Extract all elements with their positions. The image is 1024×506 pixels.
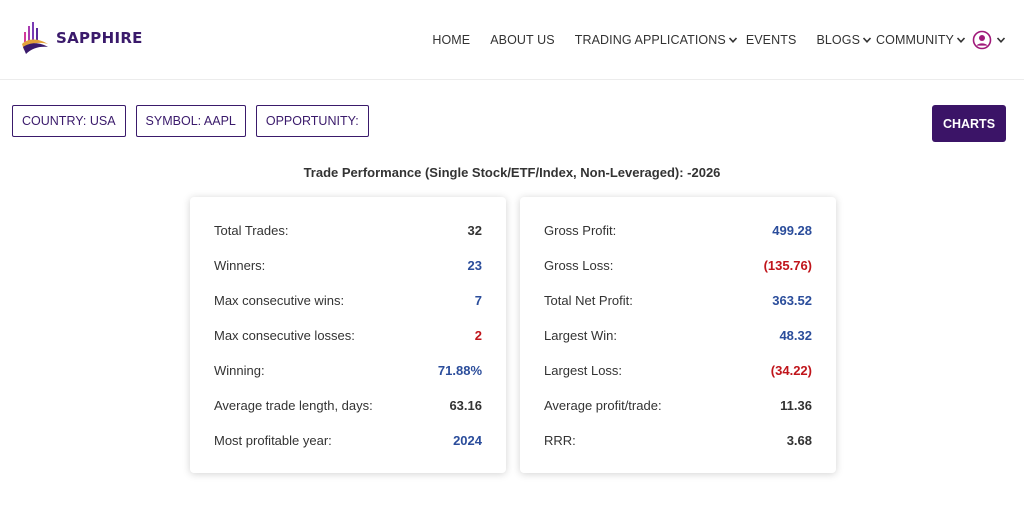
charts-button[interactable]: CHARTS [932,105,1006,142]
stat-value: 32 [467,223,482,238]
stat-label: Winning: [214,363,265,378]
filter-bar: COUNTRY: USA SYMBOL: AAPL OPPORTUNITY: [12,105,369,137]
nav-community[interactable]: COMMUNITY [876,33,966,47]
country-filter-button[interactable]: COUNTRY: USA [12,105,126,137]
stat-label: Max consecutive losses: [214,328,355,343]
stat-value: 2024 [453,433,482,448]
stat-label: Average trade length, days: [214,398,373,413]
stat-value: 11.36 [780,398,812,413]
stat-value: (135.76) [763,258,812,273]
stat-label: Total Trades: [214,223,289,238]
nav-about-us-label: ABOUT US [490,33,555,47]
stat-value: 71.88% [437,363,482,378]
brand-name: SAPPHIRE [56,29,143,47]
page-title: Trade Performance (Single Stock/ETF/Inde… [303,165,721,180]
stat-label: Largest Loss: [544,363,623,378]
stat-row: Winning: 71.88% [214,353,482,388]
stat-value: 7 [474,293,482,308]
user-menu[interactable] [972,30,1006,50]
stat-label: Gross Profit: [544,223,617,238]
stat-row: Gross Loss: (135.76) [544,248,812,283]
main-nav: HOME ABOUT US TRADING APPLICATIONS EVENT… [432,28,1006,52]
nav-events[interactable]: EVENTS [746,33,797,47]
nav-community-label: COMMUNITY [876,33,954,47]
nav-home[interactable]: HOME [432,33,470,47]
brand-logo[interactable]: SAPPHIRE [20,18,143,58]
sapphire-logo-icon [22,22,48,54]
stat-value: 3.68 [786,433,812,448]
chevron-down-icon [862,37,872,43]
stat-label: Average profit/trade: [544,398,662,413]
stat-label: Total Net Profit: [544,293,633,308]
stat-label: RRR: [544,433,576,448]
stat-row: Average trade length, days: 63.16 [214,388,482,423]
nav-blogs-label: BLOGS [816,33,861,47]
stat-label: Max consecutive wins: [214,293,345,308]
chevron-down-icon [956,37,966,43]
stat-row: Average profit/trade: 11.36 [544,388,812,423]
stat-row: Total Net Profit: 363.52 [544,283,812,318]
stat-label: Largest Win: [544,328,617,343]
stat-row: Largest Loss: (34.22) [544,353,812,388]
stat-row: Winners: 23 [214,248,482,283]
site-header: SAPPHIRE HOME ABOUT US TRADING APPLICATI… [0,0,1024,80]
profit-stats-card: Gross Profit: 499.28 Gross Loss: (135.76) To… [520,197,836,473]
stat-value: (34.22) [770,363,812,378]
user-avatar-icon [972,30,992,50]
nav-trading-applications[interactable]: TRADING APPLICATIONS [575,33,738,47]
stat-row: Largest Win: 48.32 [544,318,812,353]
stat-row: Gross Profit: 499.28 [544,213,812,248]
stat-value: 363.52 [772,293,812,308]
stat-label: Winners: [214,258,266,273]
stat-value: 499.28 [772,223,812,238]
stat-value: 63.16 [449,398,482,413]
nav-events-label: EVENTS [745,33,797,47]
stat-row: Max consecutive losses: 2 [214,318,482,353]
chevron-down-icon [996,37,1006,43]
trade-stats-card: Total Trades: 32 Winners: 23 Max consecutive… [190,197,506,473]
stat-value: 2 [474,328,482,343]
nav-blogs[interactable]: BLOGS [816,33,872,47]
chevron-down-icon [728,37,737,43]
stat-row: Most profitable year: 2024 [214,423,482,458]
symbol-filter-button[interactable]: SYMBOL: AAPL [135,105,246,137]
stat-row: Total Trades: 32 [214,213,482,248]
stat-label: Gross Loss: [544,258,614,273]
stat-label: Most profitable year: [214,433,332,448]
stat-value: 23 [467,258,482,273]
opportunity-filter-button[interactable]: OPPORTUNITY: [255,105,369,137]
nav-about-us[interactable]: ABOUT US [490,33,554,47]
nav-home-label: HOME [432,33,471,47]
nav-trading-applications-label: TRADING APPLICATIONS [574,33,726,47]
stat-row: Max consecutive wins: 7 [214,283,482,318]
stat-row: RRR: 3.68 [544,423,812,458]
stat-value: 48.32 [779,328,812,343]
